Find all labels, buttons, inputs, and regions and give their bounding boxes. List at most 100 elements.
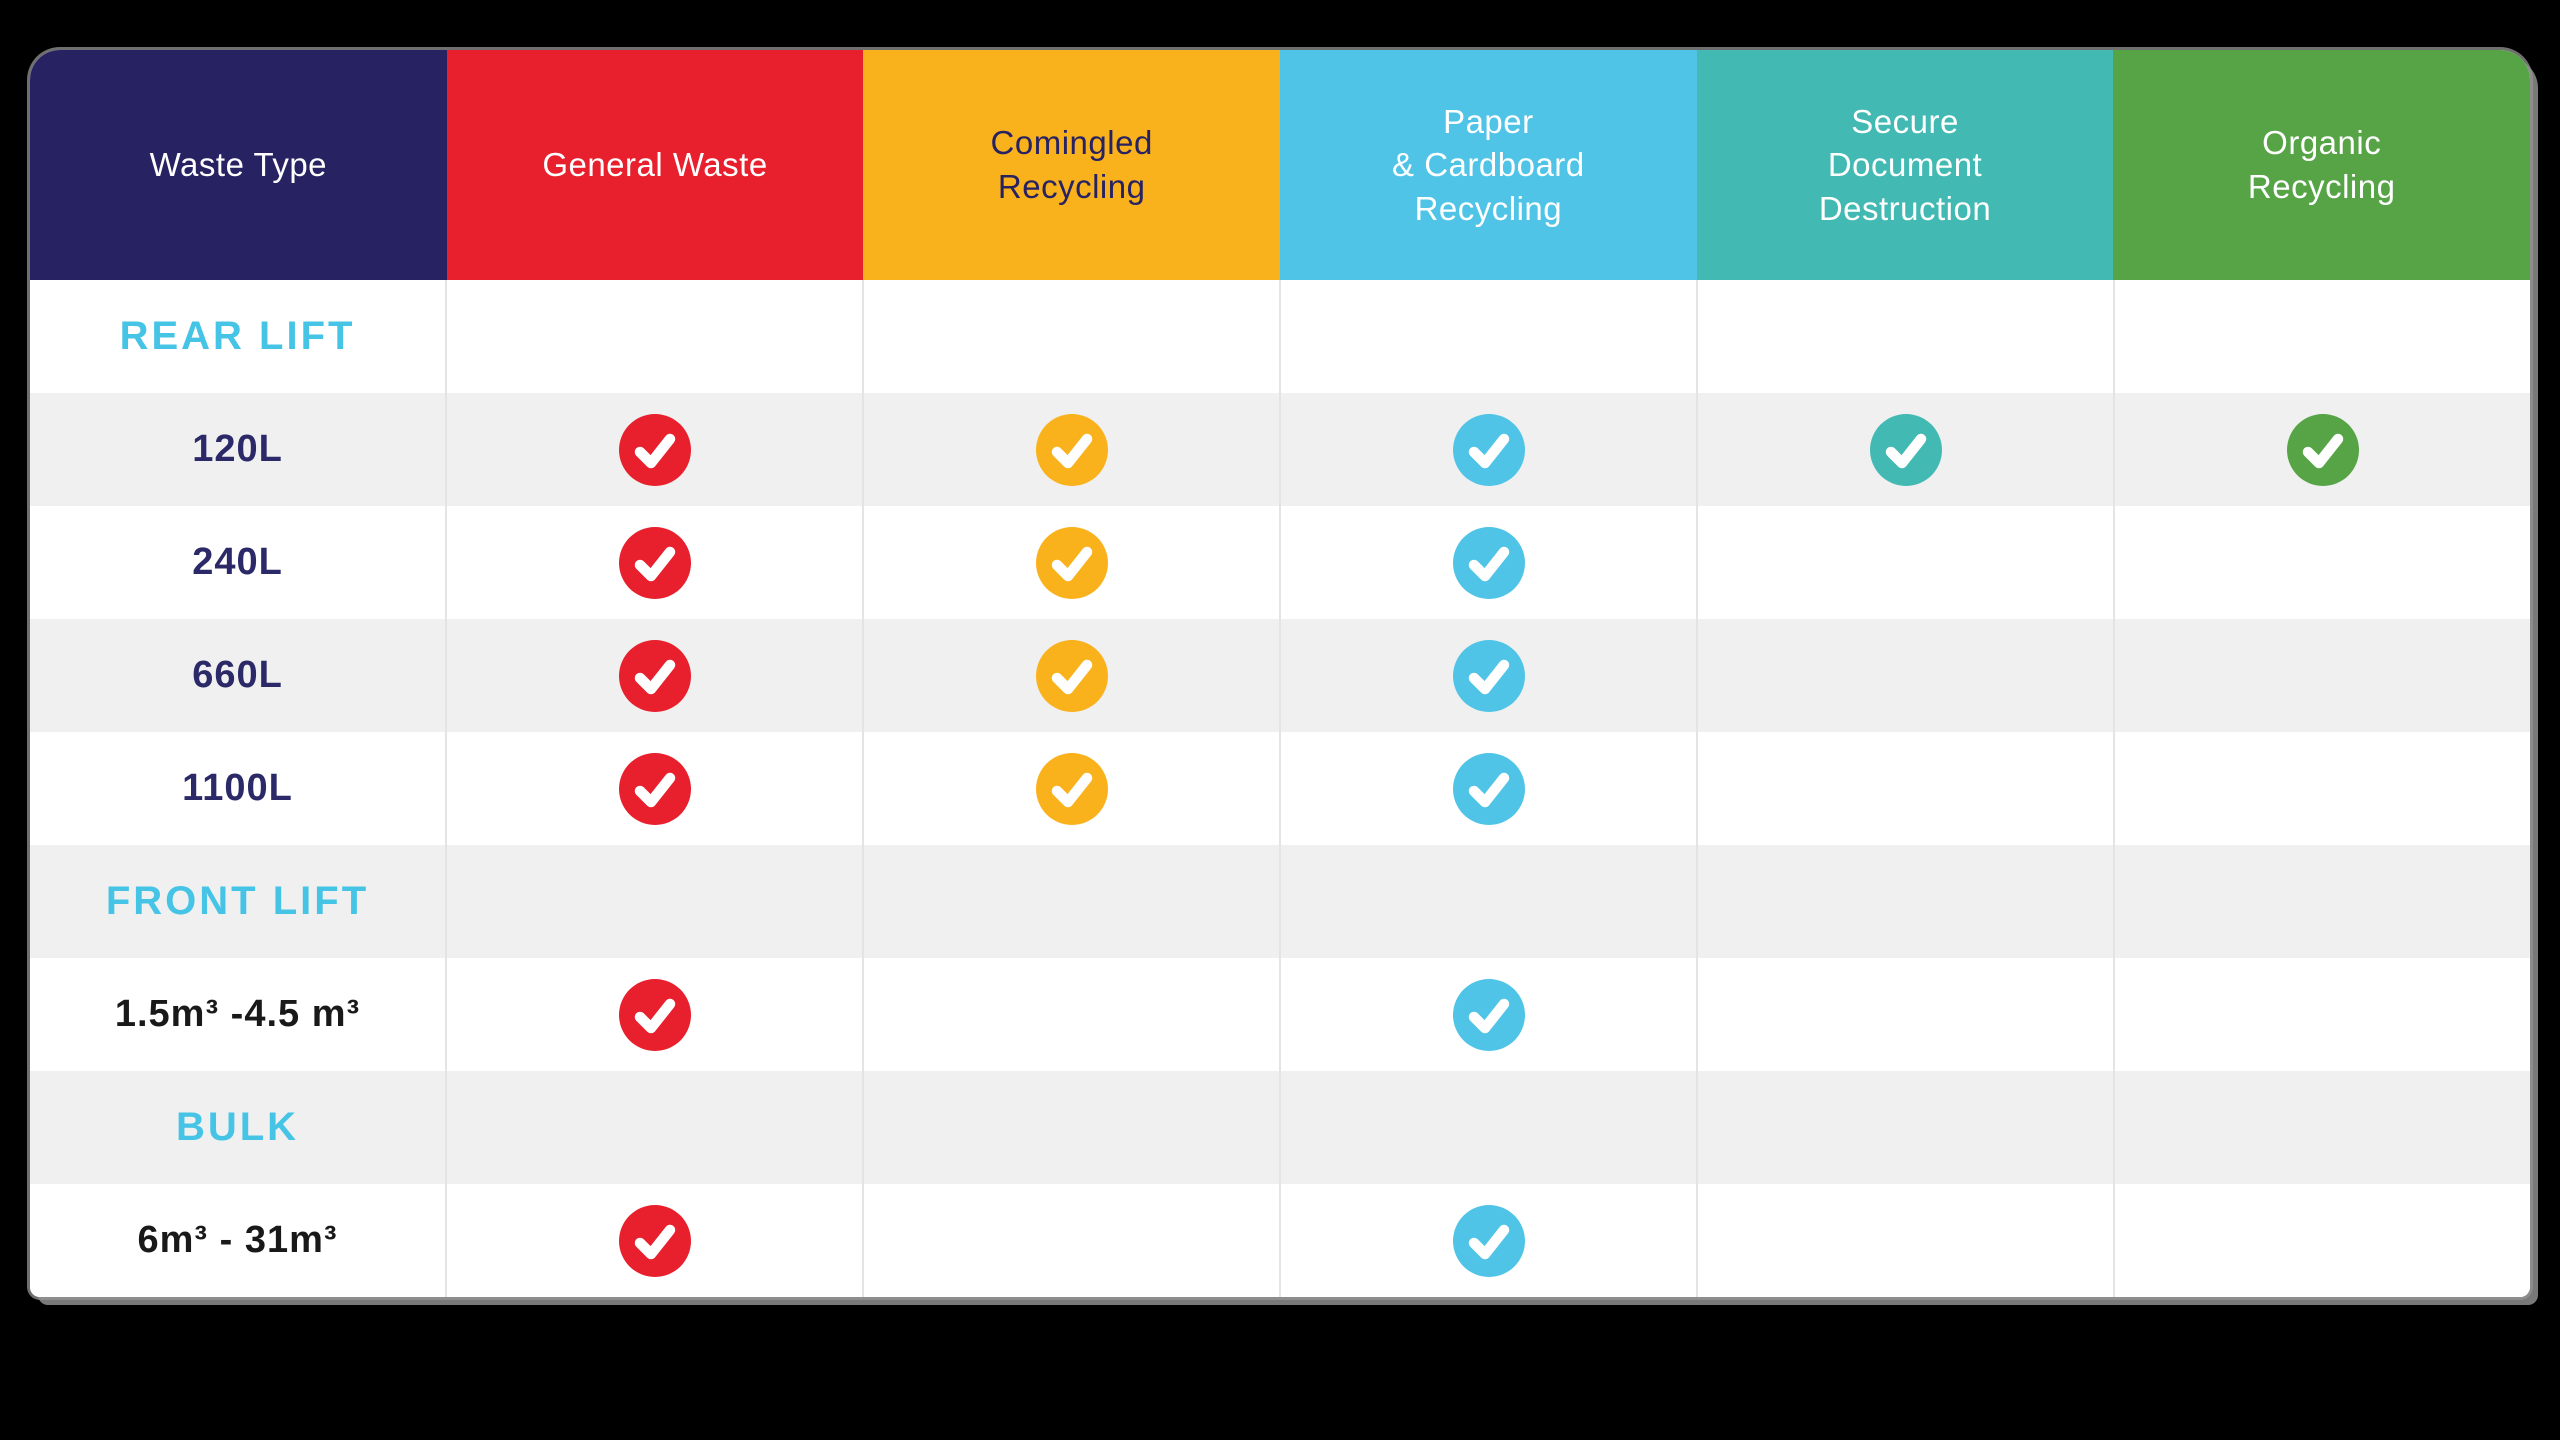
row-label: 120L [192,428,283,470]
section-label: REAR LIFT [119,314,356,358]
empty-cell [1698,506,2115,619]
check-mark [1468,1224,1509,1259]
check-mark [1051,546,1092,581]
check-cell [1698,393,2115,506]
check-mark [1051,772,1092,807]
empty-cell [447,280,864,393]
check-mark [634,998,675,1033]
check-mark [1051,659,1092,694]
check-icon-paper-cardboard-recycling [1452,1204,1525,1277]
section-label: BULK [175,1105,300,1149]
check-icon-paper-cardboard-recycling [1452,413,1525,486]
header-label: Comingled Recycling [991,121,1153,208]
header-cell-general-waste: General Waste [446,50,864,280]
empty-cell [1698,280,2115,393]
check-mark [1885,433,1926,468]
header-label-line: Comingled [990,124,1153,162]
header-cell-waste-type: Waste Type [30,50,447,280]
row-label: 1.5m³ -4.5 m³ [114,993,361,1035]
header-label: Paper & Cardboard Recycling [1392,100,1585,231]
row-label-cell: REAR LIFT [30,280,447,393]
check-icon-comingled-recycling [1035,526,1108,599]
row-label-cell: 1100L [30,732,447,845]
header-label-line: Secure [1851,102,1959,140]
check-icon-paper-cardboard-recycling [1452,526,1525,599]
header-label-line: Waste Type [149,146,328,184]
header-label-line: Destruction [1818,189,1992,227]
check-icon-comingled-recycling [1035,752,1108,825]
check-mark [634,1224,675,1259]
check-mark [2302,433,2343,468]
check-cell [1281,1184,1698,1297]
header-label-line: Recycling [1414,189,1563,227]
check-icon-general-waste [618,752,691,825]
check-icon-general-waste [618,1204,691,1277]
check-cell [864,732,1281,845]
check-cell [447,1184,864,1297]
empty-cell [1281,280,1698,393]
check-icon-paper-cardboard-recycling [1452,978,1525,1051]
table-row: 1.5m³ -4.5 m³ [30,958,2530,1071]
empty-cell [1281,1071,1698,1184]
empty-cell [2115,506,2530,619]
empty-cell [864,280,1281,393]
table-row: 1100L [30,732,2530,845]
table-row: BULK [30,1071,2530,1184]
header-cell-comingled-recycling: Comingled Recycling [863,50,1281,280]
header-label: Waste Type [150,143,327,187]
empty-cell [2115,958,2530,1071]
check-cell [864,506,1281,619]
empty-cell [2115,1184,2530,1297]
check-cell [864,619,1281,732]
empty-cell [864,845,1281,958]
row-label-cell: FRONT LIFT [30,845,447,958]
empty-cell [864,1184,1281,1297]
header-cell-secure-document-destruction: Secure Document Destruction [1696,50,2114,280]
check-mark [634,433,675,468]
check-cell [447,506,864,619]
table-body: REAR LIFT 120L 240L 660L 1100L FRONT LIFT 1.5m… [30,280,2530,1297]
check-icon-general-waste [618,639,691,712]
check-mark [634,546,675,581]
check-cell [1281,619,1698,732]
empty-cell [2115,1071,2530,1184]
check-icon-general-waste [618,978,691,1051]
check-cell [447,393,864,506]
header-label-line: Organic [2262,124,2382,162]
header-label-line: Recycling [997,168,1146,205]
header-label: General Waste [542,143,767,187]
check-mark [634,659,675,694]
empty-cell [447,1071,864,1184]
header-label-line: Document [1827,146,1983,184]
check-mark [634,772,675,807]
header-label-line: & Cardboard [1392,146,1585,184]
check-icon-paper-cardboard-recycling [1452,639,1525,712]
header-cell-paper-cardboard-recycling: Paper & Cardboard Recycling [1280,50,1697,280]
check-icon-organic-recycling [2286,413,2359,486]
empty-cell [1698,1071,2115,1184]
row-label: 6m³ - 31m³ [137,1219,338,1261]
check-icon-secure-document-destruction [1869,413,1942,486]
check-cell [447,732,864,845]
check-mark [1468,998,1509,1033]
table-row: 240L [30,506,2530,619]
table-row: REAR LIFT [30,280,2530,393]
empty-cell [2115,280,2530,393]
header-label: Organic Recycling [2248,121,2396,208]
empty-cell [2115,619,2530,732]
check-cell [2115,393,2530,506]
empty-cell [1698,958,2115,1071]
row-label-cell: 6m³ - 31m³ [30,1184,447,1297]
row-label-cell: 240L [30,506,447,619]
check-icon-paper-cardboard-recycling [1452,752,1525,825]
row-label-cell: 120L [30,393,447,506]
empty-cell [1698,732,2115,845]
check-cell [864,393,1281,506]
check-cell [1281,732,1698,845]
section-label: FRONT LIFT [105,879,370,923]
empty-cell [2115,845,2530,958]
empty-cell [1698,845,2115,958]
waste-services-table: Waste Type General Waste Comingled Recyclin… [30,50,2530,1297]
empty-cell [864,958,1281,1071]
check-mark [1468,433,1509,468]
